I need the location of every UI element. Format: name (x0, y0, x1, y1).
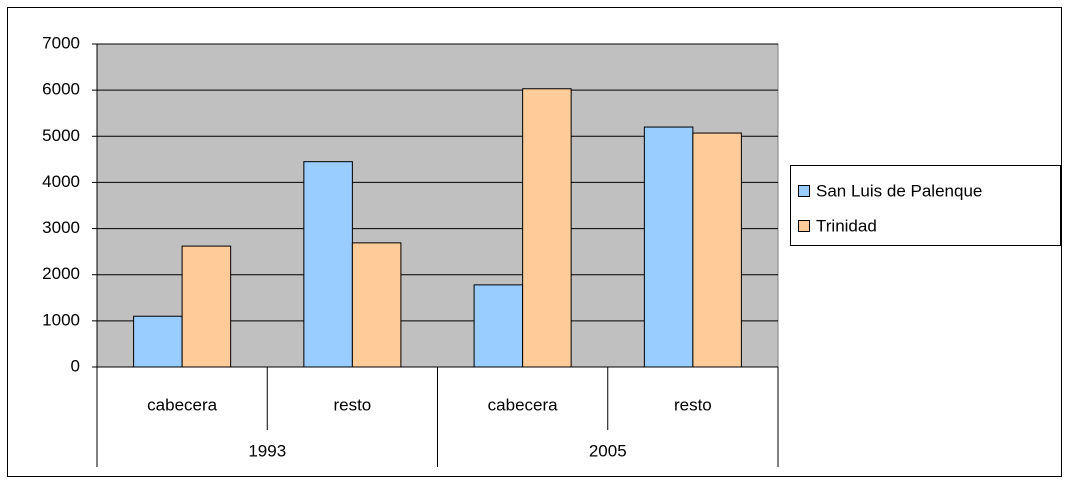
bar (473, 284, 524, 368)
y-tick-label: 5000 (42, 126, 80, 145)
y-tick-label: 4000 (42, 172, 80, 191)
x-tick-label: resto (333, 395, 371, 414)
legend-label: Trinidad (816, 216, 877, 235)
legend-label: San Luis de Palenque (816, 181, 982, 200)
y-tick-label: 2000 (42, 264, 80, 283)
legend-swatch (798, 185, 810, 197)
legend (790, 165, 1061, 246)
bar (522, 88, 572, 368)
x-tick-label: resto (674, 395, 712, 414)
legend-swatch (798, 220, 810, 232)
group-label: 1993 (248, 441, 286, 460)
bar (351, 242, 402, 368)
bar (303, 161, 353, 368)
bar (692, 132, 742, 368)
y-tick-label: 6000 (42, 80, 80, 99)
y-tick-label: 1000 (42, 310, 80, 329)
y-tick-label: 3000 (42, 218, 80, 237)
x-tick-label: cabecera (147, 395, 217, 414)
bar (133, 315, 183, 368)
y-tick-label: 7000 (42, 33, 80, 52)
x-tick-label: cabecera (488, 395, 558, 414)
bar (643, 126, 694, 368)
group-label: 2005 (589, 441, 627, 460)
bar (181, 245, 232, 368)
y-tick-label: 0 (71, 356, 80, 375)
